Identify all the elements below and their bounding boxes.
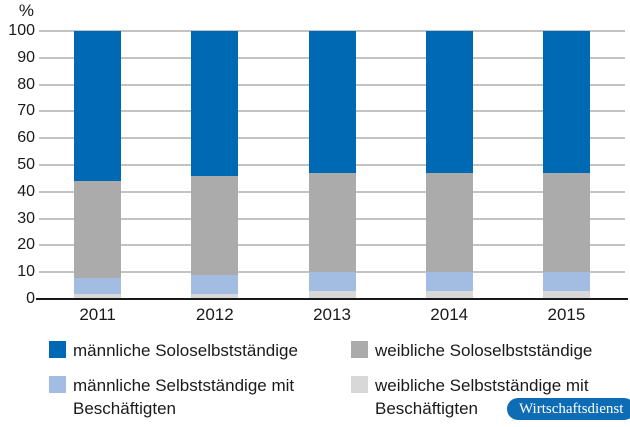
legend-swatch-gray <box>351 341 368 358</box>
bar-2014-segment-3 <box>425 31 473 174</box>
x-axis-labels: 2011 2012 2013 2014 2015 <box>39 305 625 325</box>
bar-2012-segment-2 <box>191 175 239 275</box>
bar-2013 <box>308 31 356 299</box>
bar-slot-2015 <box>508 31 625 299</box>
bar-2013-segment-0 <box>308 290 356 299</box>
legend-label: männliche Soloselbstständige <box>73 341 298 360</box>
legend-label: männliche Selbstständige mit Beschäftigt… <box>73 376 295 418</box>
y-tick-label-60: 60 <box>17 129 35 147</box>
bar-2015-segment-0 <box>542 290 590 299</box>
bar-2014-segment-1 <box>425 272 473 291</box>
bar-2011-segment-2 <box>74 181 122 278</box>
y-tick-label-30: 30 <box>17 209 35 227</box>
bar-2013-segment-1 <box>308 272 356 291</box>
y-axis-unit-label: % <box>18 1 34 20</box>
bar-2012-segment-3 <box>191 31 239 176</box>
legend-item-maennliche-soloselbststaendige: männliche Soloselbstständige <box>49 339 298 362</box>
bar-2014-segment-2 <box>425 173 473 273</box>
legend-item-weibliche-soloselbststaendige: weibliche Soloselbstständige <box>351 339 592 362</box>
bar-2015-segment-1 <box>542 272 590 291</box>
bar-2013-segment-2 <box>308 173 356 273</box>
legend-label: weibliche Soloselbstständige <box>375 341 593 360</box>
legend-swatch-dark-blue <box>49 341 66 358</box>
x-axis-label-2014: 2014 <box>430 305 469 324</box>
legend-label: weibliche Selbstständige mit Beschäftigt… <box>375 376 589 418</box>
bar-2011-segment-3 <box>74 31 122 182</box>
legend-item-maennliche-selbststaendige-mit-beschaeftigten: männliche Selbstständige mit Beschäftigt… <box>49 374 318 420</box>
x-axis-line <box>36 298 628 300</box>
y-tick-label-40: 40 <box>17 182 35 200</box>
bar-2013-segment-3 <box>308 31 356 174</box>
plot-area <box>39 30 625 299</box>
bar-2012-segment-0 <box>191 293 239 299</box>
bar-slot-2011 <box>39 31 156 299</box>
y-tick-label-80: 80 <box>17 75 35 93</box>
y-axis-labels: 0 10 20 30 40 50 60 70 80 90 100 <box>0 23 35 307</box>
bar-2011 <box>74 31 122 299</box>
x-axis-label-2013: 2013 <box>313 305 351 324</box>
bar-2014-segment-0 <box>425 290 473 299</box>
bar-2014 <box>425 31 473 299</box>
gridline-100 <box>39 30 625 32</box>
x-axis-label-2015: 2015 <box>547 305 586 324</box>
x-axis-label-2011: 2011 <box>79 305 116 324</box>
y-tick-label-50: 50 <box>17 156 35 173</box>
bar-2015-segment-3 <box>542 31 590 174</box>
legend-item-weibliche-selbststaendige-mit-beschaeftigten: weibliche Selbstständige mit Beschäftigt… <box>351 374 620 420</box>
bar-slot-2013 <box>273 31 390 299</box>
y-tick-label-100: 100 <box>8 22 35 39</box>
legend-swatch-light-gray <box>351 376 368 393</box>
bar-2011-segment-0 <box>74 293 122 299</box>
wirtschaftsdienst-logo-badge: Wirtschaftsdienst <box>507 398 630 420</box>
y-tick-label-0: 0 <box>26 290 35 307</box>
bar-2011-segment-1 <box>74 277 122 294</box>
y-tick-label-20: 20 <box>17 236 35 254</box>
bar-2012-segment-1 <box>191 274 239 294</box>
y-tick-label-10: 10 <box>17 263 35 281</box>
bar-2015 <box>542 31 590 299</box>
y-tick-label-70: 70 <box>17 102 35 120</box>
bar-slot-2012 <box>156 31 273 299</box>
bar-2012 <box>191 31 239 299</box>
bar-2015-segment-2 <box>542 173 590 273</box>
x-axis-label-2012: 2012 <box>195 305 234 324</box>
y-tick-label-90: 90 <box>17 48 35 66</box>
bar-slot-2014 <box>391 31 508 299</box>
legend-swatch-light-blue <box>49 376 66 393</box>
bars-container <box>39 31 625 299</box>
